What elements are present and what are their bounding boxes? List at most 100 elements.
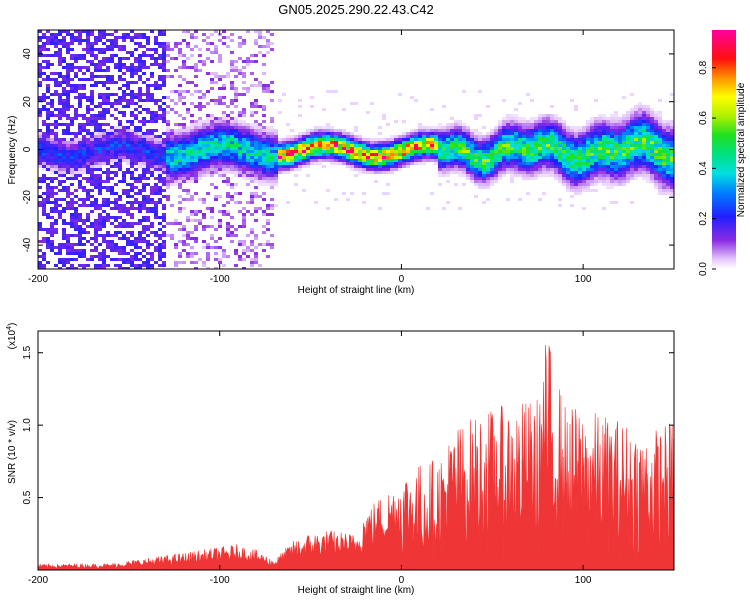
- spectrogram-cell: [98, 48, 102, 51]
- spectrogram-cell: [634, 135, 638, 138]
- spectrogram-cell: [514, 126, 518, 129]
- spectrogram-cell: [70, 246, 74, 249]
- spectrogram-cell: [626, 165, 630, 168]
- spectrogram-cell: [46, 246, 50, 249]
- spectrogram-cell: [238, 126, 242, 129]
- spectrogram-cell: [122, 222, 126, 225]
- spectrogram-cell: [138, 147, 142, 150]
- spectrogram-cell: [626, 135, 630, 138]
- spectrogram-cell: [254, 168, 258, 171]
- spectrogram-cell: [186, 243, 190, 246]
- spectrogram-cell: [170, 144, 174, 147]
- y-tick-label: 1.5: [22, 345, 33, 359]
- spectrogram-cell: [522, 162, 526, 165]
- snr-multiplier: (x104): [6, 323, 18, 350]
- spectrogram-cell: [250, 135, 254, 138]
- spectrogram-cell: [226, 180, 230, 183]
- spectrogram-cell: [562, 120, 566, 123]
- spectrogram-cell: [62, 150, 66, 153]
- spectrogram-cell: [46, 36, 50, 39]
- spectrogram-cell: [62, 228, 66, 231]
- spectrogram-cell: [146, 48, 150, 51]
- spectrogram-cell: [634, 132, 638, 135]
- spectrogram-cell: [630, 159, 634, 162]
- spectrogram-cell: [90, 201, 94, 204]
- spectrogram-cell: [178, 123, 182, 126]
- spectrogram-cell: [150, 114, 154, 117]
- spectrogram-cell: [118, 69, 122, 72]
- spectrogram-cell: [586, 165, 590, 168]
- spectrogram-cell: [62, 78, 66, 81]
- spectrogram-cell: [114, 93, 118, 96]
- spectrogram-cell: [646, 126, 650, 129]
- spectrogram-cell: [266, 132, 270, 135]
- spectrogram-cell: [402, 147, 406, 150]
- spectrogram-cell: [322, 132, 326, 135]
- spectrogram-cell: [166, 174, 170, 177]
- spectrogram-cell: [226, 255, 230, 258]
- spectrogram-cell: [650, 147, 654, 150]
- spectrogram-cell: [110, 159, 114, 162]
- spectrogram-cell: [38, 84, 42, 87]
- spectrogram-cell: [186, 45, 190, 48]
- spectrogram-cell: [154, 36, 158, 39]
- spectrogram-cell: [546, 150, 550, 153]
- spectrogram-cell: [206, 153, 210, 156]
- spectrogram-cell: [262, 90, 266, 93]
- spectrogram-cell: [498, 165, 502, 168]
- spectrogram-cell: [130, 213, 134, 216]
- spectrogram-cell: [154, 102, 158, 105]
- spectrogram-cell: [466, 129, 470, 132]
- spectrogram-cell: [510, 120, 514, 123]
- spectrogram-cell: [138, 129, 142, 132]
- spectrogram-cell: [42, 177, 46, 180]
- spectrogram-cell: [130, 174, 134, 177]
- spectrogram-cell: [38, 201, 42, 204]
- spectrogram-cell: [162, 180, 166, 183]
- spectrogram-cell: [138, 75, 142, 78]
- spectrogram-cell: [106, 138, 110, 141]
- spectrogram-cell: [238, 120, 242, 123]
- spectrogram-cell: [118, 153, 122, 156]
- spectrogram-cell: [634, 159, 638, 162]
- spectrogram-cell: [406, 132, 410, 135]
- spectrogram-cell: [250, 264, 254, 267]
- spectrogram-cell: [454, 144, 458, 147]
- spectrogram-cell: [126, 168, 130, 171]
- spectrogram-cell: [286, 201, 290, 204]
- spectrogram-cell: [274, 147, 278, 150]
- spectrogram-cell: [286, 165, 290, 168]
- spectrogram-cell: [138, 63, 142, 66]
- spectrogram-cell: [446, 141, 450, 144]
- spectrogram-cell: [66, 81, 70, 84]
- spectrogram-cell: [610, 144, 614, 147]
- spectrogram-cell: [150, 267, 154, 269]
- spectrogram-cell: [586, 159, 590, 162]
- spectrogram-cell: [586, 177, 590, 180]
- spectrogram-cell: [74, 141, 78, 144]
- spectrogram-cell: [278, 111, 282, 114]
- spectrogram-cell: [110, 102, 114, 105]
- spectrogram-cell: [166, 183, 170, 186]
- spectrogram-cell: [38, 204, 42, 207]
- spectrogram-cell: [74, 108, 78, 111]
- spectrogram-cell: [54, 126, 58, 129]
- spectrogram-cell: [502, 153, 506, 156]
- spectrogram-cell: [486, 141, 490, 144]
- spectrogram-cell: [54, 42, 58, 45]
- spectrogram-cell: [642, 168, 646, 171]
- spectrogram-cell: [230, 150, 234, 153]
- spectrogram-cell: [598, 129, 602, 132]
- spectrogram-cell: [578, 132, 582, 135]
- spectrogram-cell: [98, 75, 102, 78]
- spectrogram-cell: [406, 159, 410, 162]
- spectrogram-cell: [118, 57, 122, 60]
- spectrogram-cell: [310, 147, 314, 150]
- spectrogram-cell: [622, 183, 626, 186]
- spectrogram-cell: [126, 201, 130, 204]
- spectrogram-cell: [158, 186, 162, 189]
- spectrogram-cell: [114, 243, 118, 246]
- spectrogram-cell: [114, 258, 118, 261]
- spectrogram-cell: [98, 219, 102, 222]
- spectrogram-cell: [534, 153, 538, 156]
